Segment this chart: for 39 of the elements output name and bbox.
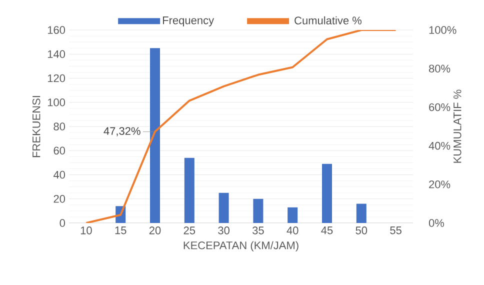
- y-tick-label: 40: [53, 170, 66, 179]
- bar: [253, 198, 264, 223]
- y2-tick-label: 60%: [429, 103, 450, 112]
- x-tick-label: 40: [286, 226, 298, 234]
- x-tick-label: 25: [184, 226, 196, 234]
- y-tick-label: 120: [48, 74, 66, 82]
- y-tick-label: 140: [48, 50, 66, 58]
- y2-axis-title: KUMULATIF %: [454, 90, 462, 163]
- legend-label: Cumulative %: [294, 16, 362, 24]
- x-tick-label: 35: [252, 226, 264, 234]
- x-axis-title: KECEPATAN (KM/JAM): [184, 241, 298, 252]
- bar: [184, 158, 194, 223]
- y-tick-label: 0: [60, 219, 66, 227]
- bar: [356, 204, 366, 223]
- x-tick-label: 30: [218, 226, 230, 234]
- x-tick-label: 15: [115, 226, 126, 234]
- bar: [288, 207, 298, 223]
- bar: [150, 48, 160, 223]
- y-axis-title: FREKUENSI: [32, 96, 40, 158]
- bar: [322, 164, 332, 223]
- y2-tick-label: 100%: [429, 26, 456, 34]
- y2-tick-label: 0%: [428, 219, 444, 227]
- y-tick-label: 160: [48, 26, 66, 34]
- bar: [218, 192, 229, 223]
- data-label: 47,32%: [104, 127, 140, 136]
- y-tick-label: 80: [54, 122, 66, 130]
- x-tick-label: 20: [149, 226, 161, 234]
- y2-tick-label: 80%: [429, 64, 450, 72]
- y2-tick-label: 20%: [429, 180, 450, 188]
- x-tick-label: 45: [321, 226, 333, 234]
- x-tick-label: 50: [356, 226, 368, 234]
- y-tick-label: 20: [54, 194, 66, 203]
- y-tick-label: 60: [54, 146, 66, 155]
- legend-label: Frequency: [162, 16, 214, 26]
- x-tick-label: 10: [80, 226, 92, 234]
- x-tick-label: 55: [390, 226, 402, 234]
- y-tick-label: 100: [48, 98, 66, 106]
- line-series: [85, 30, 397, 223]
- y2-tick-label: 40%: [428, 142, 450, 150]
